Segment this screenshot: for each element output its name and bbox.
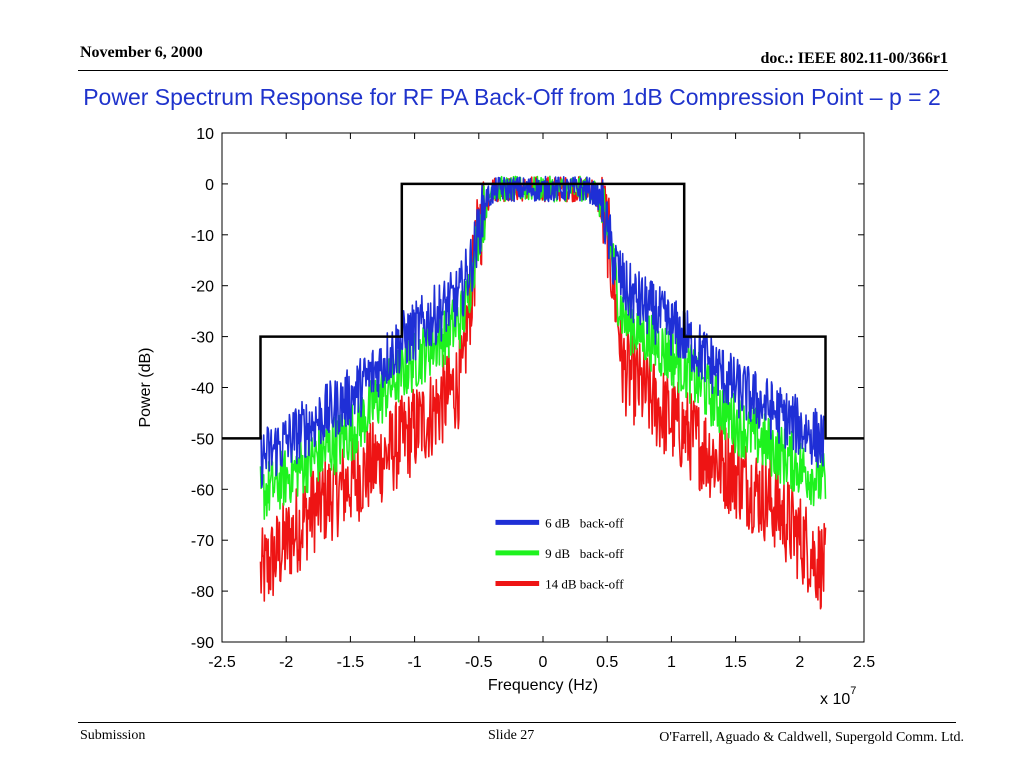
x-exponent-base: x 10 [820, 691, 850, 708]
spectrum-traces [259, 175, 827, 610]
legend-label-1: 9 dB back-off [545, 546, 624, 561]
legend: 6 dB back-off 9 dB back-off 14 dB back-off [495, 515, 624, 591]
x-axis-label: Frequency (Hz) [488, 677, 598, 694]
footer-slide-number: Slide 27 [488, 728, 535, 743]
x-tick-label-9: 2 [795, 654, 804, 671]
legend-label-0: 6 dB back-off [545, 515, 624, 530]
slide-title: Power Spectrum Response for RF PA Back-O… [83, 84, 941, 110]
spectral-mask [222, 182, 864, 440]
y-tick-label-8: -70 [191, 533, 214, 550]
y-tick-label-1: 0 [205, 177, 214, 194]
y-tick-label-4: -30 [191, 330, 214, 347]
x-tick-label-7: 1 [667, 654, 676, 671]
legend-label-2: 14 dB back-off [545, 576, 624, 591]
x-tick-label-0: -2.5 [208, 654, 236, 671]
x-tick-label-3: -1 [407, 654, 421, 671]
series-line-0 [259, 175, 827, 489]
x-tick-label-1: -2 [279, 654, 293, 671]
footer-divider [78, 722, 956, 723]
x-tick-label-4: -0.5 [465, 654, 493, 671]
axis-ticks: -2.5 -2 -1.5 -1 -0.5 0 0.5 1 1.5 2 2.5 10 0 -10 -20 -30… [191, 126, 875, 671]
y-tick-label-7: -60 [191, 482, 214, 499]
y-tick-label-2: -10 [191, 228, 214, 245]
header-doc-id: doc.: IEEE 802.11-00/366r1 [760, 50, 948, 67]
spectral-mask-line [222, 182, 864, 440]
x-tick-label-6: 0.5 [596, 654, 618, 671]
x-tick-label-8: 1.5 [724, 654, 746, 671]
x-tick-label-2: -1.5 [337, 654, 365, 671]
x-tick-label-5: 0 [539, 654, 548, 671]
y-axis-label: Power (dB) [137, 347, 154, 427]
footer-authors: O'Farrell, Aguado & Caldwell, Supergold … [659, 730, 964, 745]
y-tick-label-0: 10 [196, 126, 214, 143]
y-tick-label-10: -90 [191, 635, 214, 652]
x-axis-exponent: x 107 [820, 685, 856, 708]
header-date: November 6, 2000 [80, 44, 203, 61]
y-tick-label-5: -40 [191, 381, 214, 398]
header-divider [78, 70, 948, 71]
footer-submission: Submission [80, 728, 146, 743]
x-tick-label-10: 2.5 [853, 654, 875, 671]
y-tick-label-9: -80 [191, 584, 214, 601]
y-tick-label-3: -20 [191, 279, 214, 296]
x-exponent-power: 7 [850, 685, 856, 697]
y-tick-label-6: -50 [191, 431, 214, 448]
